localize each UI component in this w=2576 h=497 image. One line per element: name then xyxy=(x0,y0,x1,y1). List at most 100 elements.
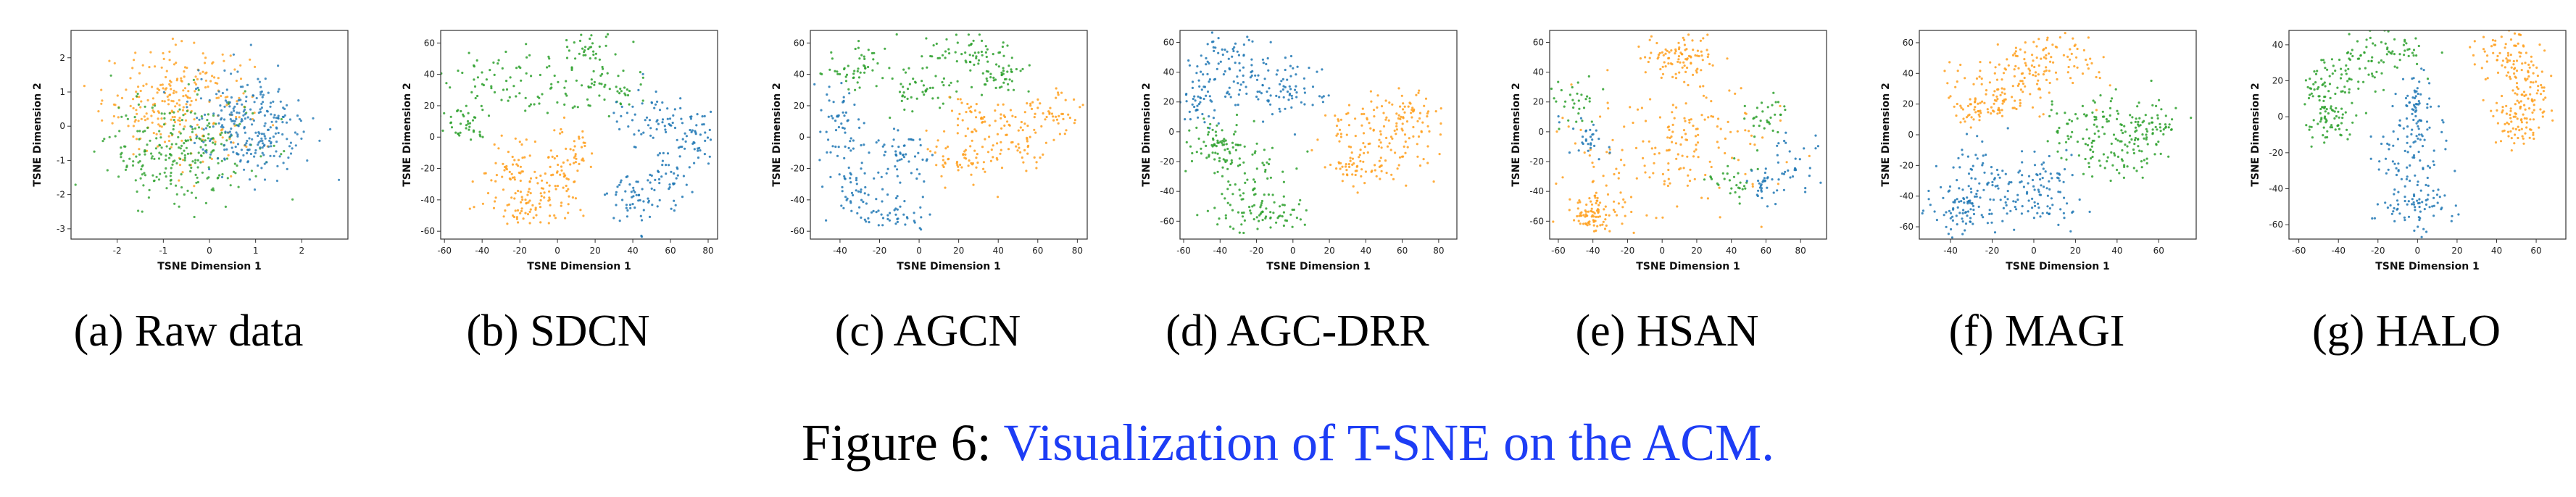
data-point xyxy=(1000,149,1002,151)
data-point xyxy=(2322,126,2325,129)
figure-title-link[interactable]: Visualization of T-SNE on the ACM. xyxy=(1003,414,1775,472)
data-point xyxy=(1005,133,1008,136)
data-point xyxy=(1648,176,1651,179)
data-point xyxy=(2393,206,2396,210)
data-point xyxy=(2085,114,2087,117)
data-point xyxy=(1261,162,1264,164)
data-point xyxy=(188,96,191,99)
data-point xyxy=(641,72,644,75)
data-point xyxy=(574,197,577,200)
data-point xyxy=(168,59,171,62)
data-point xyxy=(183,66,186,69)
data-point xyxy=(1963,201,1966,204)
data-point xyxy=(1281,204,1284,206)
data-point xyxy=(615,204,618,206)
data-point xyxy=(2134,130,2137,133)
data-point xyxy=(2134,120,2137,123)
data-point xyxy=(956,164,959,167)
data-point xyxy=(1415,93,1418,96)
data-point xyxy=(175,91,178,93)
data-point xyxy=(74,183,77,186)
data-point xyxy=(807,199,810,201)
data-point xyxy=(1784,170,1787,173)
data-point xyxy=(2396,138,2399,141)
data-point xyxy=(481,135,484,138)
data-point xyxy=(635,180,638,183)
data-point xyxy=(206,177,209,180)
data-point xyxy=(1621,149,1624,151)
data-point xyxy=(1561,176,1564,179)
data-point xyxy=(312,117,315,120)
data-point xyxy=(515,95,518,98)
data-point xyxy=(899,151,902,154)
data-point xyxy=(171,116,174,119)
data-point xyxy=(520,79,523,82)
data-point xyxy=(2326,68,2329,71)
data-point xyxy=(146,126,149,129)
data-point xyxy=(2013,75,2016,78)
data-point xyxy=(2346,51,2349,54)
data-point xyxy=(2375,70,2378,73)
data-point xyxy=(275,117,278,120)
data-point xyxy=(580,146,583,149)
data-point xyxy=(1737,159,1740,162)
data-point xyxy=(896,220,899,223)
data-point xyxy=(494,196,497,199)
data-point xyxy=(2027,210,2029,213)
data-point xyxy=(2348,91,2351,94)
data-point xyxy=(1787,169,1790,172)
data-point xyxy=(158,130,161,133)
data-point xyxy=(679,146,682,149)
data-point xyxy=(2039,193,2043,196)
data-point xyxy=(860,54,863,57)
data-point xyxy=(2095,116,2098,119)
data-point xyxy=(1184,170,1187,172)
data-point xyxy=(193,215,196,219)
data-point xyxy=(858,126,861,129)
x-tick-label: 0 xyxy=(1659,246,1665,256)
data-point xyxy=(230,72,233,75)
data-point xyxy=(197,151,200,154)
data-point xyxy=(2386,142,2389,145)
data-point xyxy=(1210,143,1213,146)
data-point xyxy=(2416,103,2419,106)
data-point xyxy=(1266,177,1269,180)
data-point xyxy=(973,63,976,66)
data-point xyxy=(578,162,581,165)
data-point xyxy=(1756,193,1758,196)
data-point xyxy=(2511,127,2514,130)
data-point xyxy=(127,125,130,128)
data-point xyxy=(253,188,257,191)
data-point xyxy=(2070,52,2073,55)
data-point xyxy=(2048,114,2051,117)
y-axis-label: TSNE Dimension 2 xyxy=(32,83,43,187)
data-point xyxy=(1970,116,1973,119)
data-point xyxy=(137,103,140,106)
data-point xyxy=(831,145,834,148)
data-point xyxy=(471,180,474,183)
y-tick-label: -40 xyxy=(1899,191,1914,201)
data-point xyxy=(1295,217,1298,220)
data-point xyxy=(1644,120,1648,122)
data-point xyxy=(857,46,860,49)
data-point xyxy=(2480,67,2483,70)
data-point xyxy=(2426,128,2429,131)
data-point xyxy=(2363,51,2366,54)
data-point xyxy=(135,138,138,141)
data-point xyxy=(1567,119,1570,122)
data-point xyxy=(225,139,228,142)
data-point xyxy=(1969,201,1972,204)
data-point xyxy=(2121,159,2124,162)
data-point xyxy=(1205,57,1208,59)
data-point xyxy=(1726,57,1729,60)
data-point xyxy=(844,80,848,83)
data-point xyxy=(275,150,278,153)
data-point xyxy=(2151,117,2153,120)
data-point xyxy=(2521,93,2524,96)
data-point xyxy=(175,102,178,105)
data-point xyxy=(826,151,828,154)
data-point xyxy=(894,213,897,216)
data-point xyxy=(1966,210,1970,213)
data-point xyxy=(557,163,560,167)
data-point xyxy=(1677,153,1679,156)
